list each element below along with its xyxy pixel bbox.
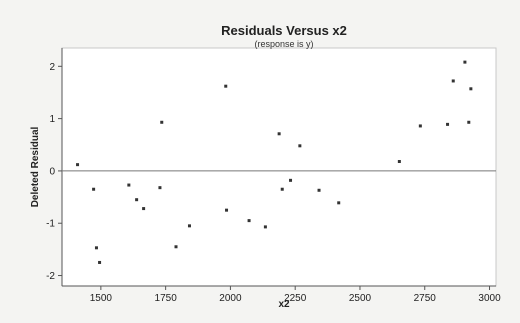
data-point <box>397 160 401 164</box>
x-tick-label: 2500 <box>349 293 372 304</box>
data-point <box>142 207 146 211</box>
data-point <box>467 120 471 124</box>
data-point <box>277 132 281 136</box>
y-tick-label: -1 <box>46 219 55 230</box>
data-point <box>317 188 321 192</box>
data-point <box>225 208 229 212</box>
data-point <box>92 187 96 191</box>
x-axis-label: x2 <box>278 299 290 310</box>
axes: 1500 1750 2000 2250 2500 2750 3000 -2 -1 0 1 2 <box>46 48 501 304</box>
y-tick-label: 0 <box>49 166 55 177</box>
x-tick-label: 1750 <box>155 293 178 304</box>
data-point <box>280 187 284 191</box>
data-point <box>446 122 450 126</box>
chart-subtitle: (response is y) <box>254 39 313 49</box>
x-tick-label: 2250 <box>284 293 307 304</box>
data-point <box>289 178 293 182</box>
data-point <box>463 60 467 64</box>
data-point <box>94 246 98 250</box>
data-points <box>76 60 473 264</box>
data-point <box>127 183 131 187</box>
x-tick-label: 1500 <box>90 293 113 304</box>
data-point <box>418 124 422 128</box>
data-point <box>187 224 191 228</box>
plot-area <box>61 47 497 287</box>
data-point <box>247 219 251 223</box>
y-tick-label: -2 <box>46 271 55 282</box>
data-point <box>224 84 228 88</box>
x-tick-label: 3000 <box>478 293 501 304</box>
y-axis-label: Deleted Residual <box>30 126 41 207</box>
x-tick-label: 2000 <box>219 293 242 304</box>
data-point <box>160 120 164 124</box>
data-point <box>98 260 102 264</box>
data-point <box>76 163 80 167</box>
chart-title: Residuals Versus x2 <box>221 23 347 38</box>
data-point <box>174 245 178 249</box>
data-point <box>263 225 267 229</box>
data-point <box>158 186 162 190</box>
data-point <box>337 201 341 205</box>
y-tick-label: 2 <box>49 62 55 73</box>
data-point <box>469 87 473 91</box>
x-tick-label: 2750 <box>414 293 437 304</box>
data-point <box>451 79 455 83</box>
data-point <box>298 144 302 148</box>
y-tick-label: 1 <box>49 114 55 125</box>
data-point <box>135 198 139 202</box>
